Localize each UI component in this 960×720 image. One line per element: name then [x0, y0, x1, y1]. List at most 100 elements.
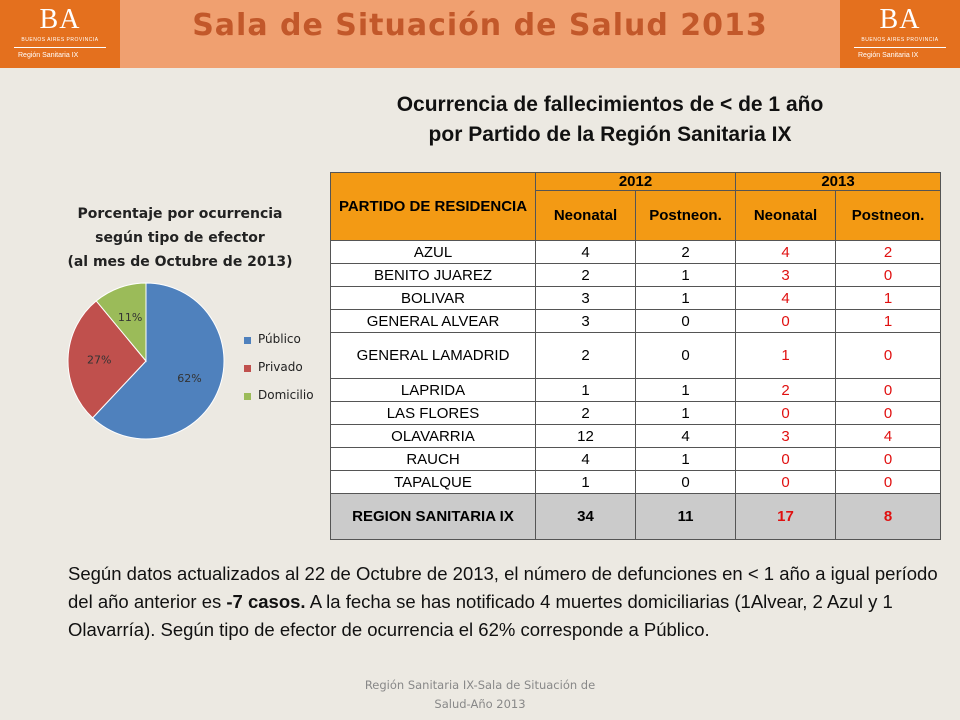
pie-slice [95, 282, 147, 363]
cell-n12: 2 [535, 401, 636, 425]
header-title: Sala de Situación de Salud 2013 [192, 8, 768, 43]
cell-p12: 0 [635, 309, 736, 333]
cell-n13: 2 [735, 378, 836, 402]
table-row: TAPALQUE 1 0 0 0 [330, 470, 941, 494]
cell-p12: 11 [635, 493, 736, 540]
table-row: BENITO JUAREZ 2 1 3 0 [330, 263, 941, 287]
pie-slice [67, 300, 147, 419]
cell-n13: 4 [735, 286, 836, 310]
legend-swatch [244, 337, 251, 344]
cell-p13: 0 [835, 401, 941, 425]
cell-n13: 17 [735, 493, 836, 540]
legend-label: Domicilio [258, 388, 314, 402]
footer-line2: Salud-Año 2013 [434, 697, 526, 711]
table-row: OLAVARRIA 12 4 3 4 [330, 424, 941, 448]
partido-name: OLAVARRIA [330, 424, 536, 448]
cell-p13: 0 [835, 447, 941, 471]
partido-name: RAUCH [330, 447, 536, 471]
table-row: RAUCH 4 1 0 0 [330, 447, 941, 471]
partido-name: TAPALQUE [330, 470, 536, 494]
header-neonatal-2012: Neonatal [535, 190, 636, 241]
cell-p13: 4 [835, 424, 941, 448]
cell-n12: 1 [535, 378, 636, 402]
header-year-2012: 2012 [535, 172, 736, 191]
cell-p13: 0 [835, 263, 941, 287]
cell-n13: 0 [735, 401, 836, 425]
logo-subtitle: BUENOS AIRES PROVINCIA [21, 37, 99, 43]
cell-p12: 1 [635, 447, 736, 471]
header-postneon-2012: Postneon. [635, 190, 736, 241]
legend-label: Privado [258, 360, 303, 374]
mortality-table: PARTIDO DE RESIDENCIA 2012 2013 Neonatal… [330, 172, 941, 540]
cell-p13: 0 [835, 378, 941, 402]
partido-name: AZUL [330, 240, 536, 264]
cell-p12: 1 [635, 263, 736, 287]
pie-label: 27% [87, 354, 111, 367]
legend-swatch [244, 393, 251, 400]
footer-line1: Región Sanitaria IX-Sala de Situación de [364, 678, 596, 692]
header-bar: BA BUENOS AIRES PROVINCIA Región Sanitar… [0, 0, 960, 68]
main-title-line2: por Partido de la Región Sanitaria IX [428, 123, 792, 146]
header-partido: PARTIDO DE RESIDENCIA [330, 172, 536, 241]
cell-n12: 3 [535, 286, 636, 310]
cell-p13: 2 [835, 240, 941, 264]
logo-divider [854, 47, 946, 48]
cell-p13: 0 [835, 332, 941, 379]
table-row: GENERAL ALVEAR 3 0 0 1 [330, 309, 941, 333]
logo-region: Región Sanitaria IX [18, 52, 79, 59]
pie-label: 62% [177, 372, 201, 385]
table-row: GENERAL LAMADRID 2 0 1 0 [330, 332, 941, 379]
cell-n13: 3 [735, 263, 836, 287]
cell-p12: 0 [635, 332, 736, 379]
table-row: BOLIVAR 3 1 4 1 [330, 286, 941, 310]
chart-title-line2: según tipo de efector [95, 230, 265, 246]
logo-text: BA [879, 4, 921, 35]
legend-swatch [244, 365, 251, 372]
main-title-line1: Ocurrencia de fallecimientos de < de 1 a… [396, 93, 824, 116]
cell-n12: 12 [535, 424, 636, 448]
logo-right: BA BUENOS AIRES PROVINCIA Región Sanitar… [840, 0, 960, 68]
cell-p12: 1 [635, 286, 736, 310]
logo-text: BA [39, 4, 81, 35]
cell-n12: 1 [535, 470, 636, 494]
cell-p13: 1 [835, 286, 941, 310]
cell-n12: 3 [535, 309, 636, 333]
cell-p13: 8 [835, 493, 941, 540]
cell-n13: 0 [735, 470, 836, 494]
partido-name: GENERAL LAMADRID [330, 332, 536, 379]
cell-p13: 0 [835, 470, 941, 494]
table-row: LAS FLORES 2 1 0 0 [330, 401, 941, 425]
pie-chart: 62% 27% 11% [67, 282, 225, 440]
cell-p13: 1 [835, 309, 941, 333]
chart-title-line3: (al mes de Octubre de 2013) [67, 254, 293, 270]
chart-title: Porcentaje por ocurrencia según tipo de … [30, 202, 330, 274]
logo-divider [14, 47, 106, 48]
cell-n12: 2 [535, 263, 636, 287]
summary-text-2: A la fecha se has notificado 4 muertes d… [68, 591, 893, 640]
table-row: LAPRIDA 1 1 2 0 [330, 378, 941, 402]
chart-title-line1: Porcentaje por ocurrencia [77, 206, 283, 222]
footer: Región Sanitaria IX-Sala de Situación de… [330, 676, 630, 714]
partido-name: BENITO JUAREZ [330, 263, 536, 287]
partido-name: LAPRIDA [330, 378, 536, 402]
cell-p12: 0 [635, 470, 736, 494]
cell-n12: 4 [535, 447, 636, 471]
table-total-row: REGION SANITARIA IX 34 11 17 8 [330, 493, 941, 540]
cell-n13: 3 [735, 424, 836, 448]
cell-p12: 2 [635, 240, 736, 264]
cell-n13: 4 [735, 240, 836, 264]
partido-name: GENERAL ALVEAR [330, 309, 536, 333]
logo-region: Región Sanitaria IX [858, 52, 919, 59]
pie-slice [91, 282, 225, 440]
cell-n12: 4 [535, 240, 636, 264]
cell-n13: 0 [735, 447, 836, 471]
summary-highlight: -7 casos. [226, 591, 306, 612]
cell-n12: 2 [535, 332, 636, 379]
partido-name: BOLIVAR [330, 286, 536, 310]
summary-text-1: Según datos actualizados al 22 de Octubr… [68, 563, 938, 612]
legend-label: Público [258, 332, 301, 346]
cell-n12: 34 [535, 493, 636, 540]
summary-paragraph: Según datos actualizados al 22 de Octubr… [68, 560, 938, 644]
cell-p12: 1 [635, 401, 736, 425]
header-year-2013: 2013 [735, 172, 941, 191]
